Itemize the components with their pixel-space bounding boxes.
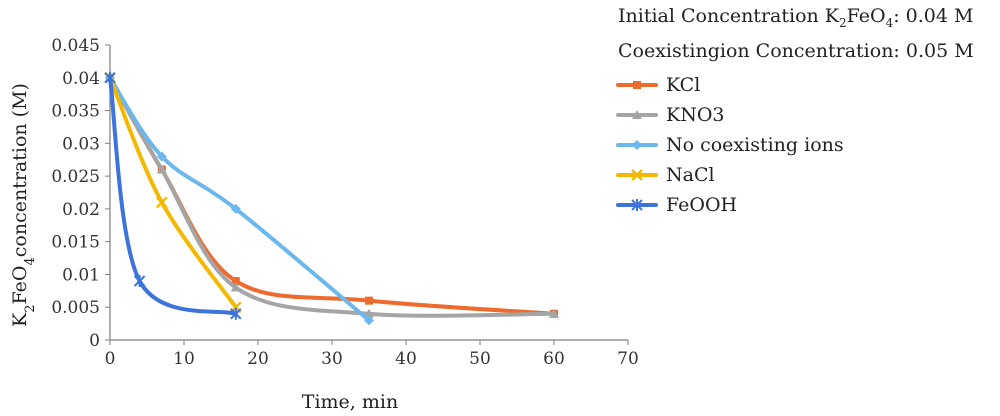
x-tick-label: 60 (543, 349, 565, 369)
series-kno3 (105, 72, 559, 318)
y-tick-label: 0.025 (51, 167, 100, 187)
data-point-kno3 (549, 308, 559, 318)
note-coexisting-ion-concentration: Coexistingion Concentration: 0.05 M (618, 39, 974, 62)
x-tick-label: 70 (617, 349, 638, 369)
legend-marker (633, 81, 641, 89)
y-tick-label: 0.005 (51, 298, 100, 318)
data-point-kcl (231, 277, 240, 285)
y-tick-label: 0.045 (51, 36, 100, 56)
legend-marker (631, 199, 643, 211)
legend-swatch-nacl (616, 169, 658, 181)
data-point-feooh (104, 71, 116, 84)
legend-item-no-coexisting-ions: No coexisting ions (616, 130, 844, 160)
legend-swatch-kno3 (616, 110, 658, 119)
x-tick-label: 10 (173, 349, 195, 369)
legend-marker (632, 140, 642, 150)
legend-item-kno3: KNO3 (616, 100, 844, 130)
legend-label: KCl (666, 74, 701, 96)
y-tick-label: 0.035 (51, 102, 100, 122)
x-tick-label: 20 (247, 349, 269, 369)
data-point-feooh (133, 275, 146, 287)
legend-swatch-kcl (616, 81, 658, 89)
legend-label: No coexisting ions (666, 134, 844, 156)
series-line-feooh (108, 75, 238, 316)
axes: 0 0.005 0.01 0.015 0.02 0.025 0.03 0.035 0.04 0.0… (51, 36, 638, 369)
legend-label: KNO3 (666, 104, 725, 126)
x-tick-label: 50 (469, 349, 491, 369)
data-point-feooh (230, 307, 242, 320)
data-point-kno3 (364, 308, 374, 318)
y-tick-label: 0.04 (62, 69, 100, 89)
legend-item-kcl: KCl (616, 70, 844, 100)
series-line-kno3 (108, 75, 556, 318)
x-tick-label: 30 (321, 349, 343, 369)
data-point-nacl (155, 196, 168, 209)
note-initial-concentration: Initial Concentration K2FeO4: 0.04 M (618, 5, 974, 30)
legend-label: FeOOH (666, 194, 738, 216)
data-point-no-coexisting-ions (364, 315, 374, 326)
legend-item-feooh: FeOOH (616, 190, 844, 220)
data-point-no-coexisting-ions (230, 203, 241, 214)
legend-marker (632, 110, 642, 119)
y-tick-label: 0.015 (51, 233, 100, 253)
series-layer (104, 71, 559, 326)
chart-notes: Initial Concentration K2FeO4: 0.04 M Coe… (618, 2, 974, 65)
y-tick-label: 0 (89, 331, 100, 351)
legend-marker (631, 169, 643, 181)
chart-area: 0 0.005 0.01 0.015 0.02 0.025 0.03 0.035 0.04 0.0… (9, 36, 638, 413)
y-tick-label: 0.02 (62, 200, 100, 220)
series-line-no-coexisting-ions (108, 75, 371, 323)
x-tick-label: 40 (395, 349, 417, 369)
x-axis-title: Time, min (302, 391, 398, 413)
data-point-kcl (365, 296, 373, 305)
legend-item-nacl: NaCl (616, 160, 844, 190)
legend-swatch-feooh (616, 199, 658, 211)
legend: KCl KNO3 No coexisting ions NaCl FeOOH (616, 70, 844, 220)
data-point-no-coexisting-ions (156, 151, 167, 162)
legend-swatch-no-coexisting-ions (616, 140, 658, 150)
x-tick-label: 0 (105, 349, 116, 369)
y-axis-title: K2FeO4concentration (M) (9, 83, 38, 327)
series-feooh (104, 71, 242, 320)
data-point-kno3 (156, 164, 167, 174)
y-tick-label: 0.01 (62, 265, 100, 285)
data-point-kno3 (230, 282, 241, 292)
y-tick-label: 0.03 (62, 134, 100, 154)
legend-label: NaCl (666, 164, 715, 186)
